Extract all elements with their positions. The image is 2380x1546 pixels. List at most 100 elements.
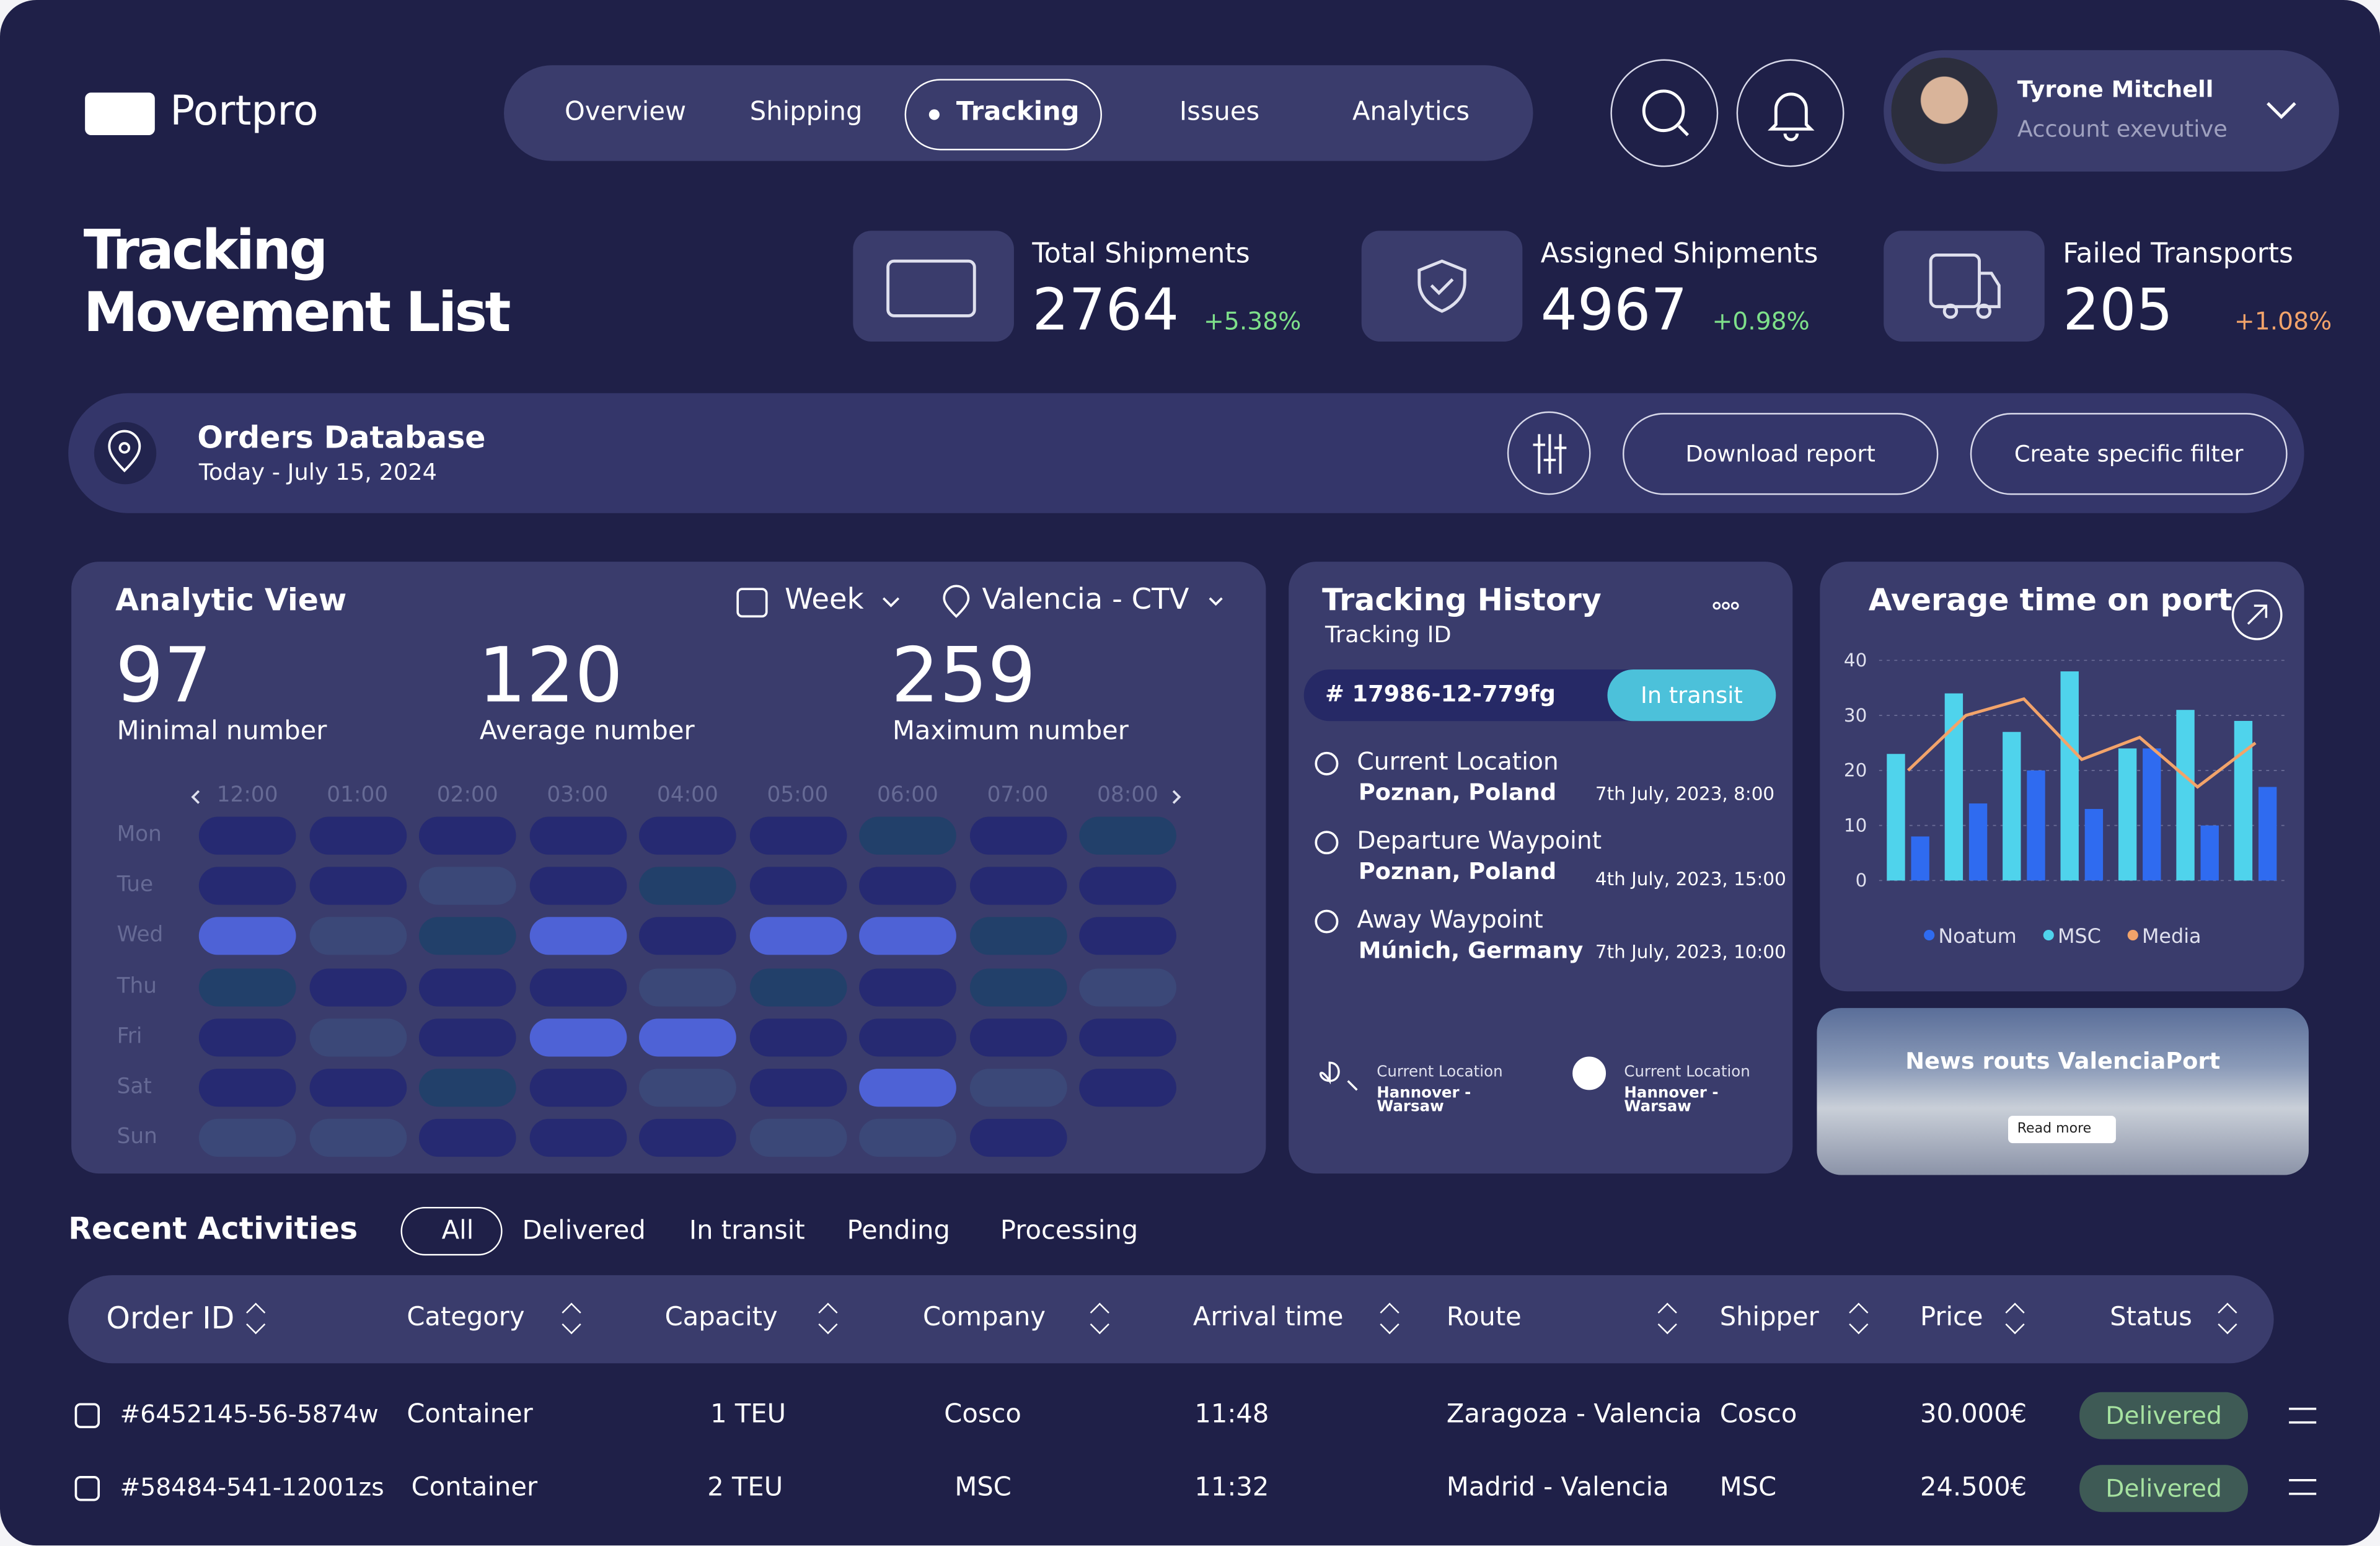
event-time: 7th July, 2023, 10:00 [1595, 941, 1786, 963]
heatmap-cell [749, 867, 847, 906]
nav-dot [928, 109, 940, 120]
table-cell: 11:32 [1194, 1472, 1269, 1503]
heatmap-cell [749, 1119, 847, 1157]
filter-tab[interactable]: In transit [689, 1216, 805, 1247]
line [1906, 697, 2257, 789]
column-header[interactable]: Arrival time [1192, 1302, 1344, 1333]
nav-item[interactable]: Tracking [956, 97, 1080, 128]
orders-title: Orders Database [197, 418, 486, 456]
heatmap-cell [859, 1069, 956, 1107]
heatmap-cell [859, 968, 956, 1006]
period-select[interactable]: Week [785, 583, 864, 617]
day-label: Sat [117, 1074, 152, 1100]
column-header[interactable]: Shipper [1719, 1302, 1819, 1333]
table-cell: Madrid - Valencia [1446, 1472, 1669, 1503]
orders-button[interactable]: Create specific filter [1970, 413, 2288, 495]
heatmap-cell [309, 968, 407, 1006]
heatmap-cell [418, 867, 516, 906]
table-cell: 30.000€ [1919, 1399, 2027, 1430]
news-button[interactable]: Read more [2008, 1116, 2116, 1144]
y-tick-label: 10 [1844, 815, 1867, 836]
bar [1968, 803, 1988, 881]
hour-label: 03:00 [547, 783, 609, 808]
heatmap-cell [639, 816, 736, 855]
nav-item[interactable]: Issues [1179, 97, 1260, 128]
column-header[interactable]: Company [922, 1302, 1046, 1333]
column-header[interactable]: Route [1446, 1302, 1522, 1333]
orders-button[interactable]: Download report [1622, 413, 1939, 495]
table-cell: 1 TEU [710, 1399, 787, 1430]
brand: Portpro [170, 88, 319, 135]
bar [2084, 809, 2104, 881]
analytic-title: Analytic View [115, 581, 347, 618]
bar [2143, 748, 2161, 881]
heatmap-cell [529, 917, 627, 956]
nav-active [904, 79, 1102, 151]
heatmap-cell [749, 1069, 847, 1107]
heatmap-cell [639, 867, 736, 906]
notification-button[interactable] [1736, 59, 1844, 167]
heatmap-cell [198, 867, 296, 906]
stat-change: +1.08% [2234, 306, 2332, 336]
table-header-bar [68, 1275, 2274, 1364]
table-cell: 24.500€ [1919, 1472, 2027, 1503]
heatmap-cell [198, 917, 296, 956]
table-cell: Container [407, 1399, 533, 1430]
event-type: Departure Waypoint [1357, 826, 1602, 855]
heatmap-cell [198, 816, 296, 855]
avatar [1891, 58, 1998, 164]
heatmap-cell [1079, 1069, 1176, 1107]
heatmap-cell [969, 1119, 1067, 1157]
bar [1911, 836, 1929, 881]
stat-value: 2764 [1032, 276, 1179, 343]
column-header[interactable]: Order ID [106, 1299, 235, 1336]
heatmap-cell [198, 1069, 296, 1107]
bar [1887, 754, 1905, 881]
heatmap-cell [969, 1018, 1067, 1057]
heatmap-cell [529, 968, 627, 1006]
heatmap-cell [529, 867, 627, 906]
column-header[interactable]: Status [2110, 1302, 2192, 1333]
location-select[interactable]: Valencia - CTV [982, 583, 1189, 617]
nav-item[interactable]: Overview [565, 97, 687, 128]
column-header[interactable]: Price [1919, 1302, 1983, 1333]
search-button[interactable] [1610, 59, 1719, 167]
heatmap-cell [749, 1018, 847, 1057]
day-label: Thu [117, 974, 157, 999]
column-header[interactable]: Category [407, 1302, 525, 1333]
filter-tab[interactable]: Delivered [522, 1216, 646, 1247]
table-cell: MSC [1719, 1472, 1777, 1503]
tracking-title: Tracking History [1322, 581, 1602, 618]
heatmap-cell [418, 1069, 516, 1107]
heatmap-cell [198, 968, 296, 1006]
filter-tab[interactable]: Processing [1000, 1216, 1139, 1247]
stat-label: Assigned Shipments [1540, 238, 1818, 270]
filter-tab[interactable]: Pending [847, 1216, 950, 1247]
bar [2258, 787, 2277, 881]
chart-title: Average time on port [1868, 581, 2232, 618]
metric-label: Minimal number [117, 716, 327, 747]
filter-button[interactable] [1507, 411, 1591, 495]
filter-tab[interactable]: All [441, 1216, 474, 1247]
y-tick-label: 30 [1844, 705, 1867, 726]
hour-label: 12:00 [216, 783, 278, 808]
nav-item[interactable]: Analytics [1352, 97, 1470, 128]
event-time: 4th July, 2023, 15:00 [1595, 868, 1786, 890]
heatmap-cell [749, 816, 847, 855]
heatmap-cell [639, 968, 736, 1006]
y-tick-label: 20 [1844, 760, 1867, 781]
column-header[interactable]: Capacity [664, 1302, 778, 1333]
day-label: Tue [117, 873, 154, 898]
heatmap-cell [969, 917, 1067, 956]
heatmap-cell [418, 917, 516, 956]
stat-value: 205 [2063, 276, 2173, 343]
legend-label: Media [2142, 924, 2202, 948]
heatmap-cell [639, 917, 736, 956]
legend-marker [2127, 930, 2138, 941]
event-time: 7th July, 2023, 8:00 [1595, 783, 1775, 805]
heatmap-cell [309, 917, 407, 956]
heatmap-cell [529, 1069, 627, 1107]
page-title: Tracking [83, 220, 328, 283]
nav-item[interactable]: Shipping [749, 97, 863, 128]
